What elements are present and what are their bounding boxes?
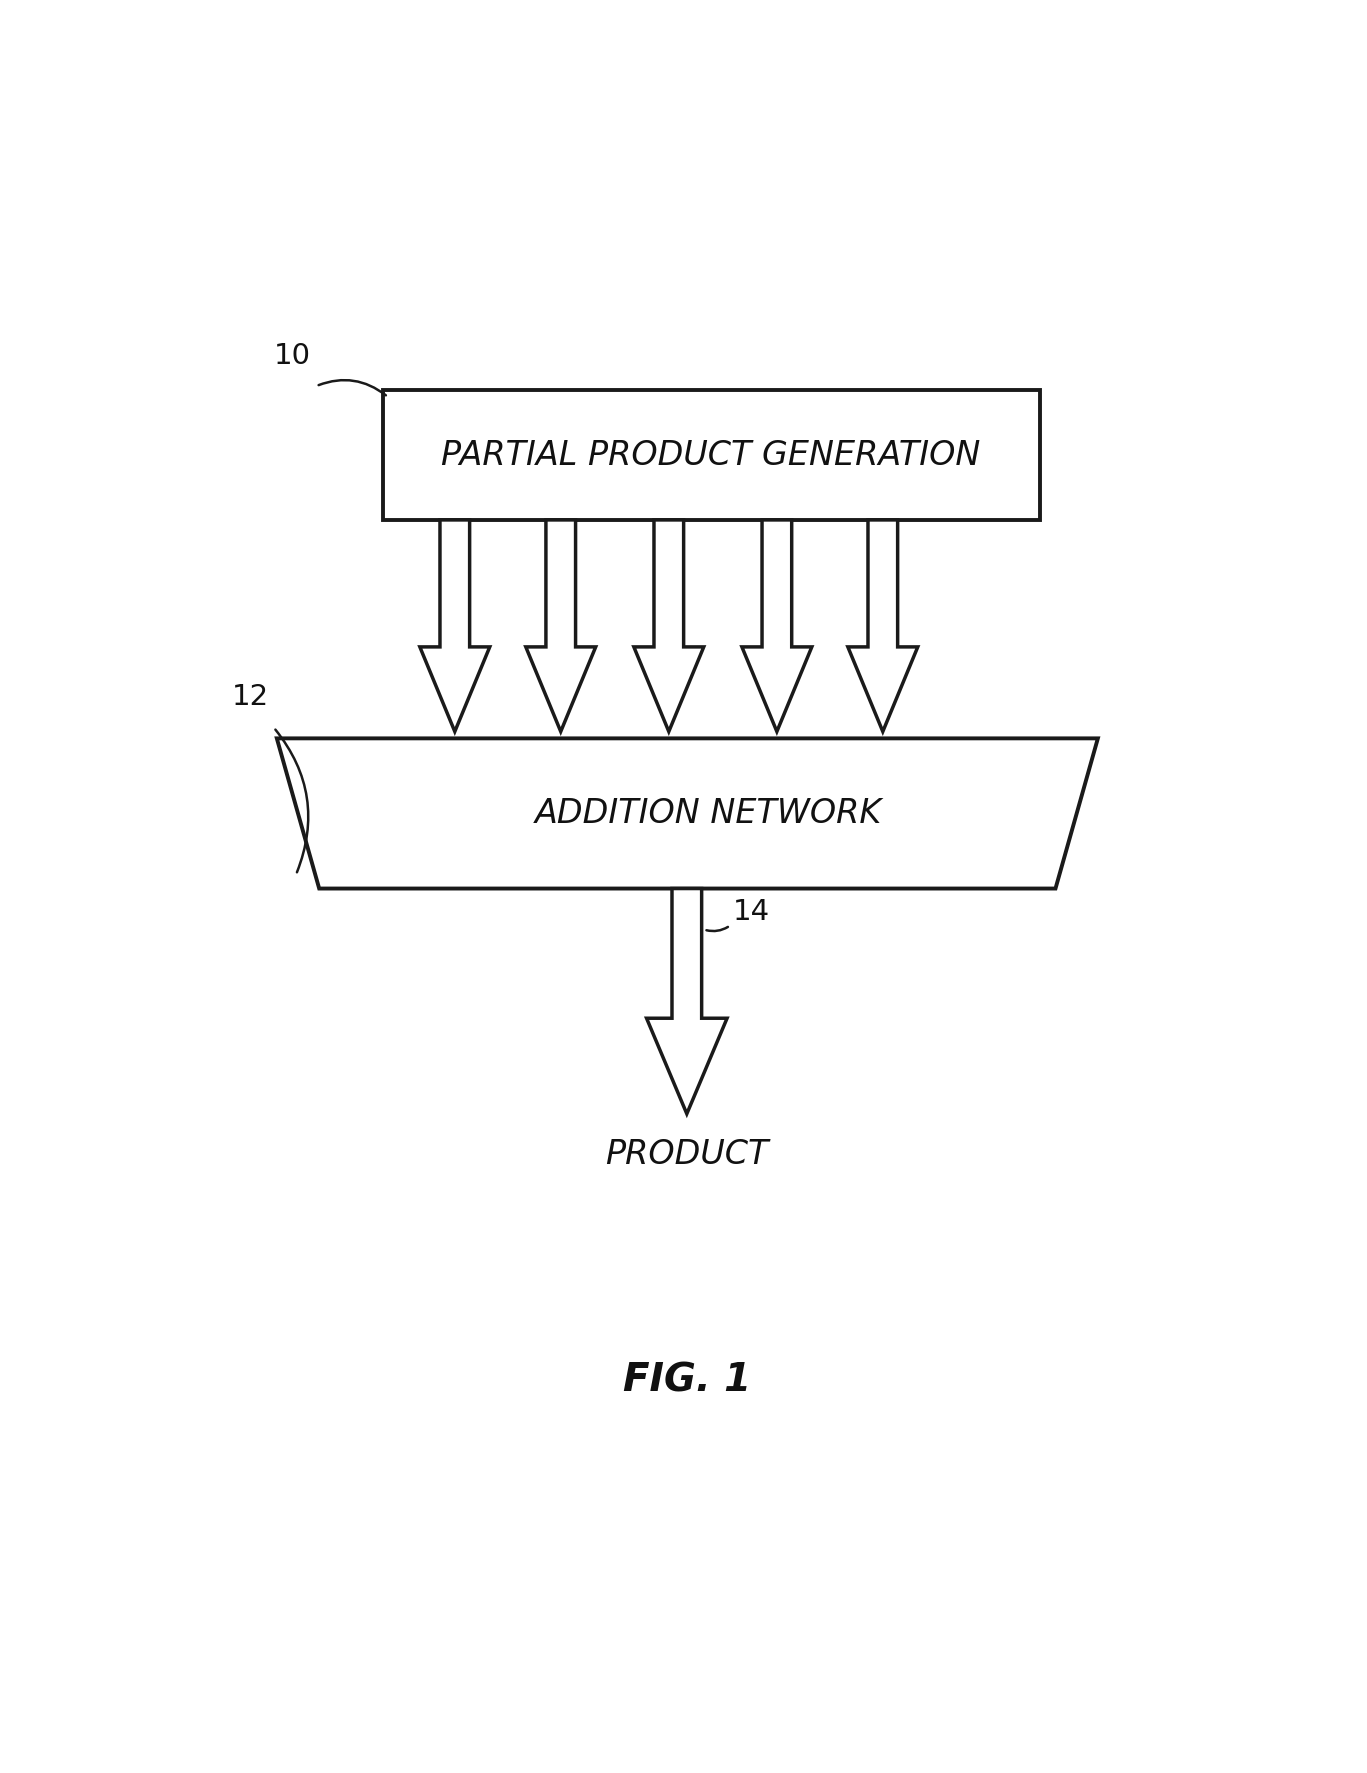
Polygon shape: [647, 888, 727, 1113]
Text: 14: 14: [733, 897, 770, 926]
Text: PARTIAL PRODUCT GENERATION: PARTIAL PRODUCT GENERATION: [442, 438, 982, 472]
Polygon shape: [634, 519, 704, 732]
Text: 12: 12: [232, 683, 269, 711]
Polygon shape: [848, 519, 917, 732]
Text: ADDITION NETWORK: ADDITION NETWORK: [534, 796, 882, 830]
Text: 10: 10: [275, 342, 312, 371]
Text: FIG. 1: FIG. 1: [623, 1362, 750, 1399]
Polygon shape: [276, 738, 1098, 888]
FancyBboxPatch shape: [383, 390, 1040, 519]
Polygon shape: [526, 519, 596, 732]
Text: PRODUCT: PRODUCT: [606, 1138, 768, 1172]
Polygon shape: [742, 519, 812, 732]
Polygon shape: [420, 519, 489, 732]
